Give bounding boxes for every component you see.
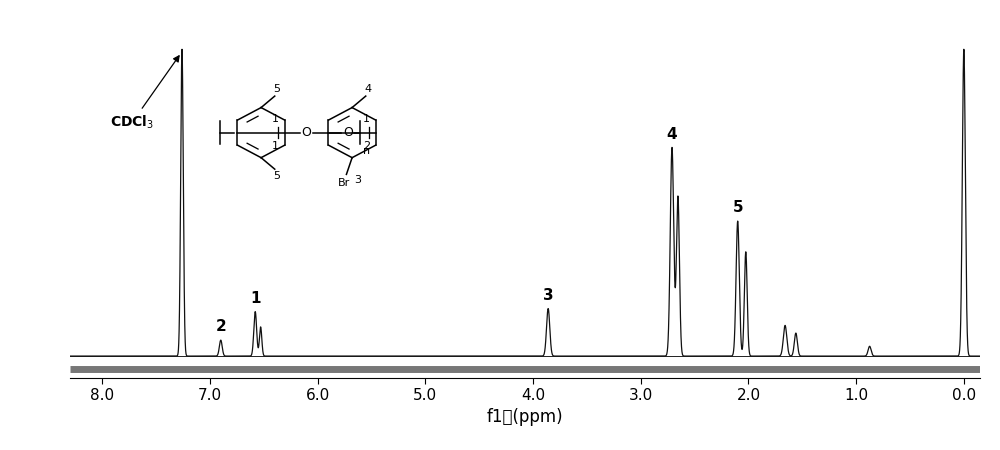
Text: 4: 4 (667, 127, 677, 142)
Text: 2: 2 (215, 320, 226, 334)
Text: 5: 5 (732, 200, 743, 216)
Text: 3: 3 (543, 288, 553, 303)
X-axis label: f1　(ppm): f1 (ppm) (487, 408, 563, 426)
Text: CDCl$_3$: CDCl$_3$ (110, 56, 179, 130)
Text: 1: 1 (250, 291, 260, 306)
